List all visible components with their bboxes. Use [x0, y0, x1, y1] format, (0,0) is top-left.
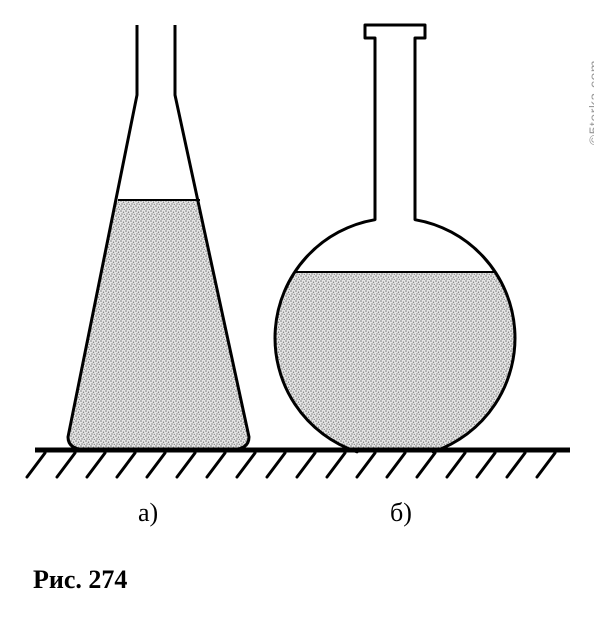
ground	[27, 450, 570, 477]
watermark-text: ©5terka.com	[586, 60, 594, 145]
physics-diagram	[0, 0, 594, 618]
flask-b	[270, 25, 520, 460]
figure-caption: Рис. 274	[33, 565, 127, 595]
flask-a	[63, 25, 254, 455]
label-a: а)	[138, 498, 158, 528]
label-b: б)	[390, 498, 412, 528]
